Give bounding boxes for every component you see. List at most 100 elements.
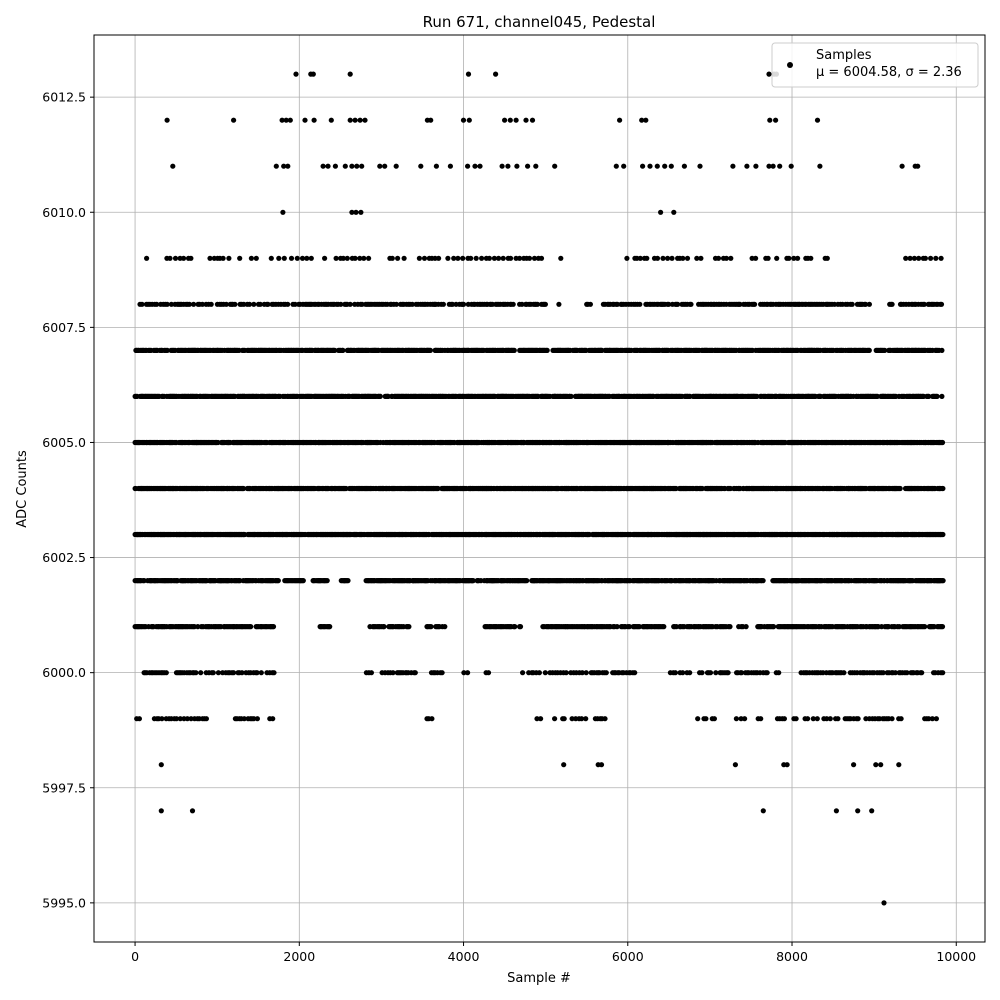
data-point [361,255,367,261]
data-point [477,163,483,169]
data-point [505,163,511,169]
data-point [421,255,428,261]
data-point [881,900,887,906]
data-point [933,255,939,261]
data-point [167,255,173,261]
data-point [354,163,360,169]
data-point [427,347,433,353]
data-point [675,301,681,307]
data-point [460,255,466,261]
data-point [939,439,946,446]
data-point [770,163,776,169]
data-point [795,255,801,261]
data-point [617,117,623,123]
data-point [479,255,485,261]
data-point [715,255,722,261]
data-point [534,301,541,307]
data-point [358,209,364,215]
data-point [300,578,306,584]
data-point [773,117,779,123]
data-point [332,163,338,169]
data-point [281,163,287,169]
data-point [753,163,759,169]
data-point [418,163,424,169]
data-point [499,163,505,169]
data-point [352,117,358,123]
data-point [246,301,253,307]
data-point [466,117,472,123]
data-point [680,255,686,261]
data-point [473,255,479,261]
data-point [510,301,516,307]
data-point [347,71,353,77]
data-point [938,255,944,261]
data-point [863,301,869,307]
data-point [322,255,328,261]
data-point [928,255,934,261]
data-point [377,393,383,399]
data-point [347,117,353,123]
data-point [939,347,945,353]
data-point [814,117,821,123]
data-point [208,301,214,307]
data-point [873,762,879,768]
data-point [513,117,519,123]
data-point [728,255,734,261]
data-point [223,301,229,307]
data-point [587,301,594,307]
data-point [723,255,730,261]
data-point [428,117,434,123]
data-point [328,117,334,123]
data-point [694,255,700,261]
data-point [493,71,499,77]
data-point [308,255,314,261]
data-point [170,163,176,169]
data-point [921,301,927,307]
data-point [916,255,922,261]
data-point [851,762,857,768]
data-point [737,301,743,307]
data-point [311,117,317,123]
data-point [765,255,771,261]
data-point [275,578,281,584]
data-point [344,255,350,261]
data-point [276,255,282,261]
data-point [660,255,666,261]
data-point [766,71,772,77]
data-point [791,255,797,261]
data-point [824,255,830,261]
data-point [164,301,170,307]
data-point [637,301,643,307]
data-point [468,255,474,261]
data-point [496,255,502,261]
data-point [688,301,694,307]
data-point [440,301,446,307]
data-point [624,255,630,261]
data-point [519,301,525,307]
data-point [940,531,946,538]
data-point [777,163,783,169]
data-point [409,301,415,307]
data-point [139,301,145,307]
data-point [144,255,150,261]
data-point [817,163,823,169]
data-point [882,347,888,353]
data-point [684,255,691,261]
data-point [248,255,254,261]
data-point [226,255,232,261]
data-point [158,762,164,768]
data-point [189,808,196,814]
data-point [869,808,875,814]
data-point [461,301,467,307]
data-point [697,163,703,169]
data-point [433,163,439,169]
data-point [288,255,295,261]
data-point [808,255,814,261]
data-point [366,255,372,261]
data-point [158,808,164,814]
data-point [897,485,903,492]
data-point [526,255,533,261]
